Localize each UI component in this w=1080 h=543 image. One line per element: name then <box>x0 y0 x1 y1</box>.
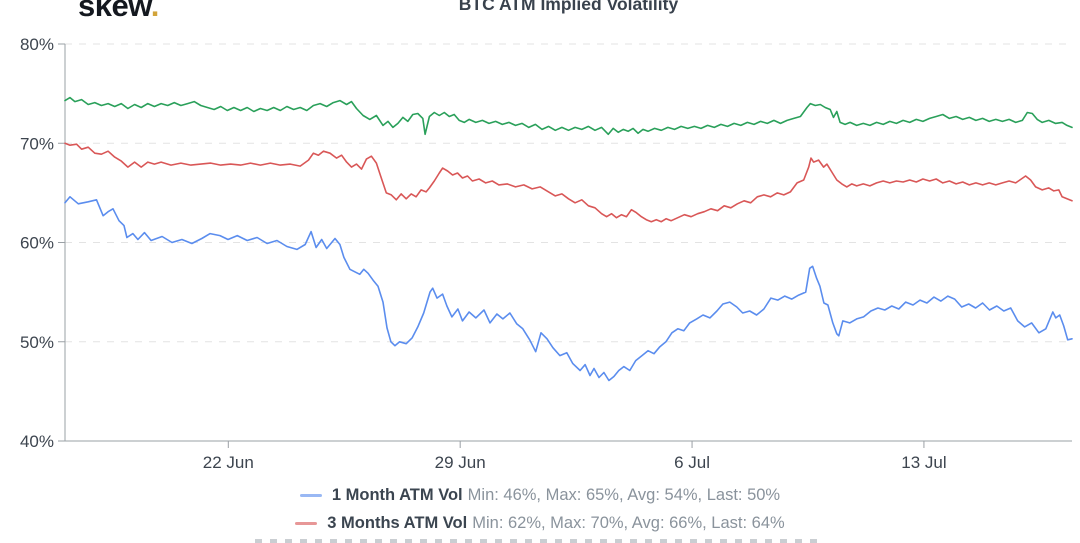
x-tick-label: 6 Jul <box>674 453 710 472</box>
legend-item-3m[interactable]: 3 Months ATM Vol Min: 62%, Max: 70%, Avg:… <box>295 509 785 537</box>
skew-logo[interactable]: skew. <box>78 0 159 21</box>
series-line-green <box>64 96 1073 136</box>
y-tick-label: 70% <box>20 134 54 153</box>
legend-row-cutoff <box>255 539 825 543</box>
legend-stats: Min: 46%, Max: 65%, Avg: 54%, Last: 50% <box>467 485 781 504</box>
legend-dash-icon <box>299 493 322 497</box>
skew-logo-dot: . <box>150 0 160 23</box>
legend-dash-icon <box>295 521 318 525</box>
legend-stats: Min: 62%, Max: 70%, Avg: 66%, Last: 64% <box>472 513 785 532</box>
legend-label: 1 Month ATM Vol <box>331 485 463 504</box>
legend-item-1m[interactable]: 1 Month ATM Vol Min: 46%, Max: 65%, Avg: … <box>299 481 781 509</box>
x-tick-label: 22 Jun <box>203 453 254 472</box>
x-tick-label: 29 Jun <box>435 453 486 472</box>
y-tick-label: 40% <box>20 432 54 451</box>
y-tick-label: 80% <box>20 35 54 54</box>
x-tick-label: 13 Jul <box>901 453 946 472</box>
chart-canvas[interactable]: 40% 50% 60% 70% 80% 22 Jun 29 Jun 6 Jul 13 Jul <box>0 0 1080 481</box>
skew-logo-text: skew <box>78 0 151 23</box>
y-tick-label: 60% <box>20 234 54 253</box>
chart-title: BTC ATM Implied Volatility <box>458 0 679 14</box>
series-line-3m <box>64 142 1073 223</box>
chart-legend: 1 Month ATM Vol Min: 46%, Max: 65%, Avg: … <box>0 481 1080 537</box>
legend-label: 3 Months ATM Vol <box>327 513 468 532</box>
series-line-1m <box>64 196 1073 382</box>
y-tick-label: 50% <box>20 333 54 352</box>
